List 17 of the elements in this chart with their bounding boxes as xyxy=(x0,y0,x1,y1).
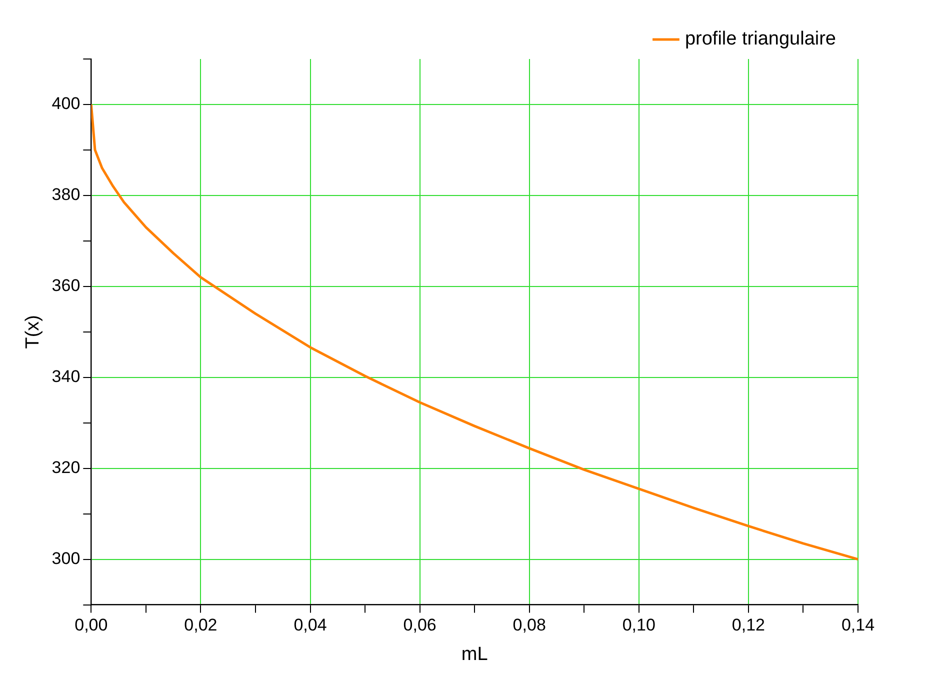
y-tick-label: 300 xyxy=(52,549,80,568)
x-tick-label: 0,00 xyxy=(74,616,108,635)
x-tick-label: 0,06 xyxy=(403,616,436,635)
y-tick-label: 380 xyxy=(52,185,80,204)
legend-label: profile triangulaire xyxy=(684,28,836,50)
y-tick-label: 400 xyxy=(52,94,80,114)
x-tick-label: 0,14 xyxy=(841,616,875,635)
y-tick-label: 340 xyxy=(52,367,80,386)
x-tick-label: 0,10 xyxy=(622,616,656,635)
x-tick-label: 0,02 xyxy=(184,616,218,635)
y-tick-label: 320 xyxy=(52,458,80,478)
x-tick-label: 0,12 xyxy=(732,616,765,635)
x-axis-title: mL xyxy=(461,644,488,665)
x-tick-label: 0,08 xyxy=(512,616,546,635)
y-axis-title: T(x) xyxy=(22,315,44,349)
x-tick-label: 0,04 xyxy=(294,616,327,635)
y-tick-label: 360 xyxy=(52,276,80,296)
